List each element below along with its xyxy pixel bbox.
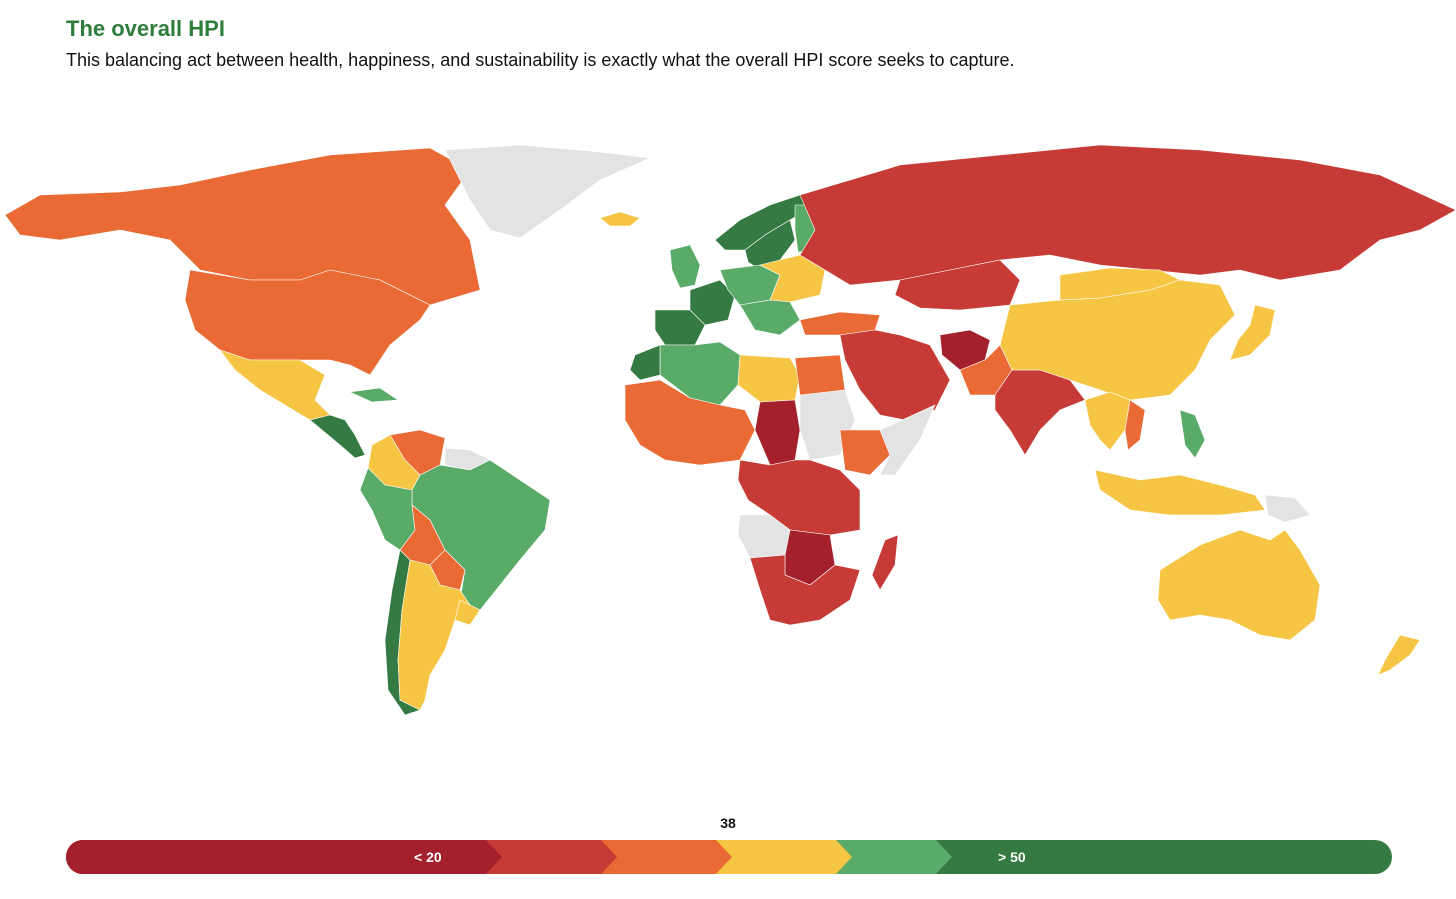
map-region-united-kingdom[interactable] bbox=[669, 244, 701, 289]
map-region-west-africa[interactable] bbox=[624, 379, 756, 466]
map-region-central-america[interactable] bbox=[309, 414, 366, 459]
map-region-sweden[interactable] bbox=[744, 219, 796, 271]
map-region-new-zealand[interactable] bbox=[1377, 634, 1421, 676]
map-region-middle-east[interactable] bbox=[839, 329, 951, 421]
map-region-libya[interactable] bbox=[737, 354, 801, 403]
map-region-papua-new-guinea[interactable] bbox=[1264, 494, 1311, 523]
legend-bar: < 20 > 50 bbox=[66, 840, 1392, 874]
map-region-central-africa[interactable] bbox=[737, 459, 861, 536]
map-region-uruguay[interactable] bbox=[454, 599, 481, 626]
map-region-mexico[interactable] bbox=[219, 349, 331, 421]
map-region-balkans[interactable] bbox=[739, 299, 801, 336]
map-region-argentina[interactable] bbox=[397, 559, 471, 711]
map-region-somalia[interactable] bbox=[879, 404, 936, 476]
map-region-morocco[interactable] bbox=[629, 344, 661, 381]
map-region-greenland[interactable] bbox=[444, 144, 652, 239]
map-region-russia[interactable] bbox=[799, 144, 1456, 286]
page-title: The overall HPI bbox=[66, 16, 225, 41]
map-region-sudan[interactable] bbox=[799, 389, 856, 461]
map-region-vietnam[interactable] bbox=[1124, 399, 1146, 451]
map-region-mongolia[interactable] bbox=[1059, 267, 1181, 301]
legend-segment-band1 bbox=[66, 840, 502, 874]
legend-midpoint-label: 38 bbox=[720, 815, 736, 831]
legend-high-label: > 50 bbox=[998, 849, 1026, 865]
world-map bbox=[4, 144, 1456, 716]
map-region-southern-africa[interactable] bbox=[749, 554, 861, 626]
map-region-southeast-asia[interactable] bbox=[1084, 391, 1131, 451]
map-region-japan[interactable] bbox=[1229, 304, 1276, 361]
map-region-australia[interactable] bbox=[1157, 529, 1321, 641]
page-subtitle: This balancing act between health, happi… bbox=[66, 50, 1015, 70]
map-region-chad[interactable] bbox=[754, 399, 801, 466]
map-region-india[interactable] bbox=[994, 369, 1086, 456]
map-region-madagascar[interactable] bbox=[871, 534, 899, 591]
map-region-iceland[interactable] bbox=[599, 211, 641, 227]
map-region-canada[interactable] bbox=[4, 147, 481, 306]
map-region-philippines[interactable] bbox=[1179, 409, 1206, 459]
map-region-ethiopia[interactable] bbox=[839, 429, 891, 476]
map-region-united-states[interactable] bbox=[184, 269, 431, 376]
map-region-indonesia[interactable] bbox=[1094, 469, 1266, 516]
map-region-cuba[interactable] bbox=[348, 387, 399, 403]
legend-low-label: < 20 bbox=[414, 849, 442, 865]
